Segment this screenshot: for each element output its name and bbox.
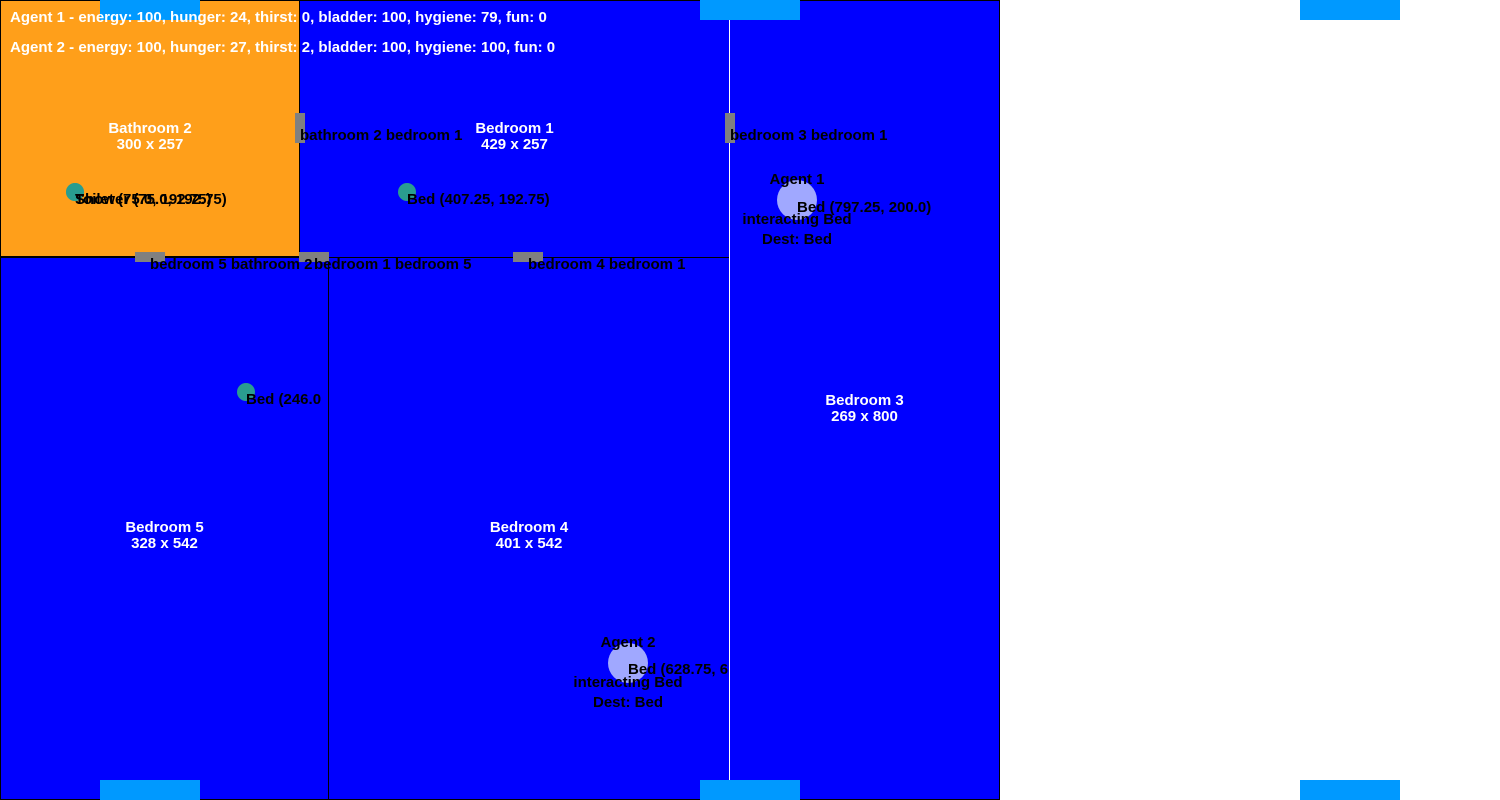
room-size: 300 x 257: [116, 136, 184, 153]
door-label: bedroom 5 bathroom 2: [150, 256, 313, 273]
agent-1-status: Agent 1 - energy: 100, hunger: 24, thirs…: [10, 9, 547, 26]
agent-2-action: interacting Bed: [573, 674, 683, 691]
window-marker: [100, 780, 200, 800]
door[interactable]: [135, 252, 165, 262]
agent-1-destination: Dest: Bed: [761, 231, 832, 248]
room-size: 269 x 800: [831, 408, 898, 425]
door[interactable]: [513, 252, 543, 262]
agent-1-avatar[interactable]: [777, 180, 817, 220]
room-name: Bedroom 3: [825, 392, 904, 409]
bed-label: Bed (407.25, 192.75): [407, 191, 550, 208]
room-size: 401 x 542: [495, 535, 563, 552]
window-marker: [1300, 0, 1400, 20]
window-marker: [1300, 780, 1400, 800]
door-label: bedroom 1 bedroom 5: [314, 256, 472, 273]
wall-divider: [729, 0, 730, 780]
door-label: bedroom 3 bedroom 1: [730, 127, 888, 144]
shower-label: Shower (75.0, 192.75): [75, 191, 227, 208]
room-size: 328 x 542: [131, 535, 198, 552]
room-bedroom-3: Bedroom 3 269 x 800: [729, 0, 1000, 800]
agent-2-avatar[interactable]: [608, 643, 648, 683]
door-label: bedroom 4 bedroom 1: [528, 256, 686, 273]
bed-label: Bed (797.25, 200.0): [797, 199, 932, 216]
toilet-label: Toilet (75.0, 192.75): [75, 191, 212, 208]
room-bedroom-5: Bedroom 5 328 x 542: [0, 257, 329, 800]
room-name: Bathroom 2: [108, 120, 192, 137]
bed-label-clip: Bed (628.75, 6: [628, 662, 730, 682]
door[interactable]: [725, 113, 735, 143]
shower-object[interactable]: [66, 183, 84, 201]
door-label: bathroom 2 bedroom 1: [300, 127, 463, 144]
agent-2-status: Agent 2 - energy: 100, hunger: 27, thirs…: [10, 39, 556, 56]
bed-label: Bed (628.75, 6: [628, 662, 729, 678]
room-name: Bedroom 1: [475, 120, 554, 137]
bed-label: Bed (246.0: [246, 391, 322, 408]
room-size: 429 x 257: [481, 136, 548, 153]
room-name: Bedroom 4: [489, 519, 569, 536]
window-marker: [700, 780, 800, 800]
room-bathroom-2: Bathroom 2 300 x 257: [0, 0, 300, 257]
agent-1-name: Agent 1: [769, 171, 825, 188]
door[interactable]: [295, 113, 305, 143]
room-bedroom-4: Bedroom 4 401 x 542: [328, 257, 730, 800]
window-marker: [700, 0, 800, 20]
agent-2-destination: Dest: Bed: [592, 694, 663, 711]
door[interactable]: [299, 252, 329, 262]
bed-object[interactable]: [398, 183, 416, 201]
bed-object[interactable]: [237, 383, 255, 401]
window-marker: [100, 0, 200, 20]
room-name: Bedroom 5: [125, 519, 204, 536]
agent-2-name: Agent 2: [600, 634, 656, 651]
agent-1-action: interacting Bed: [742, 211, 852, 228]
